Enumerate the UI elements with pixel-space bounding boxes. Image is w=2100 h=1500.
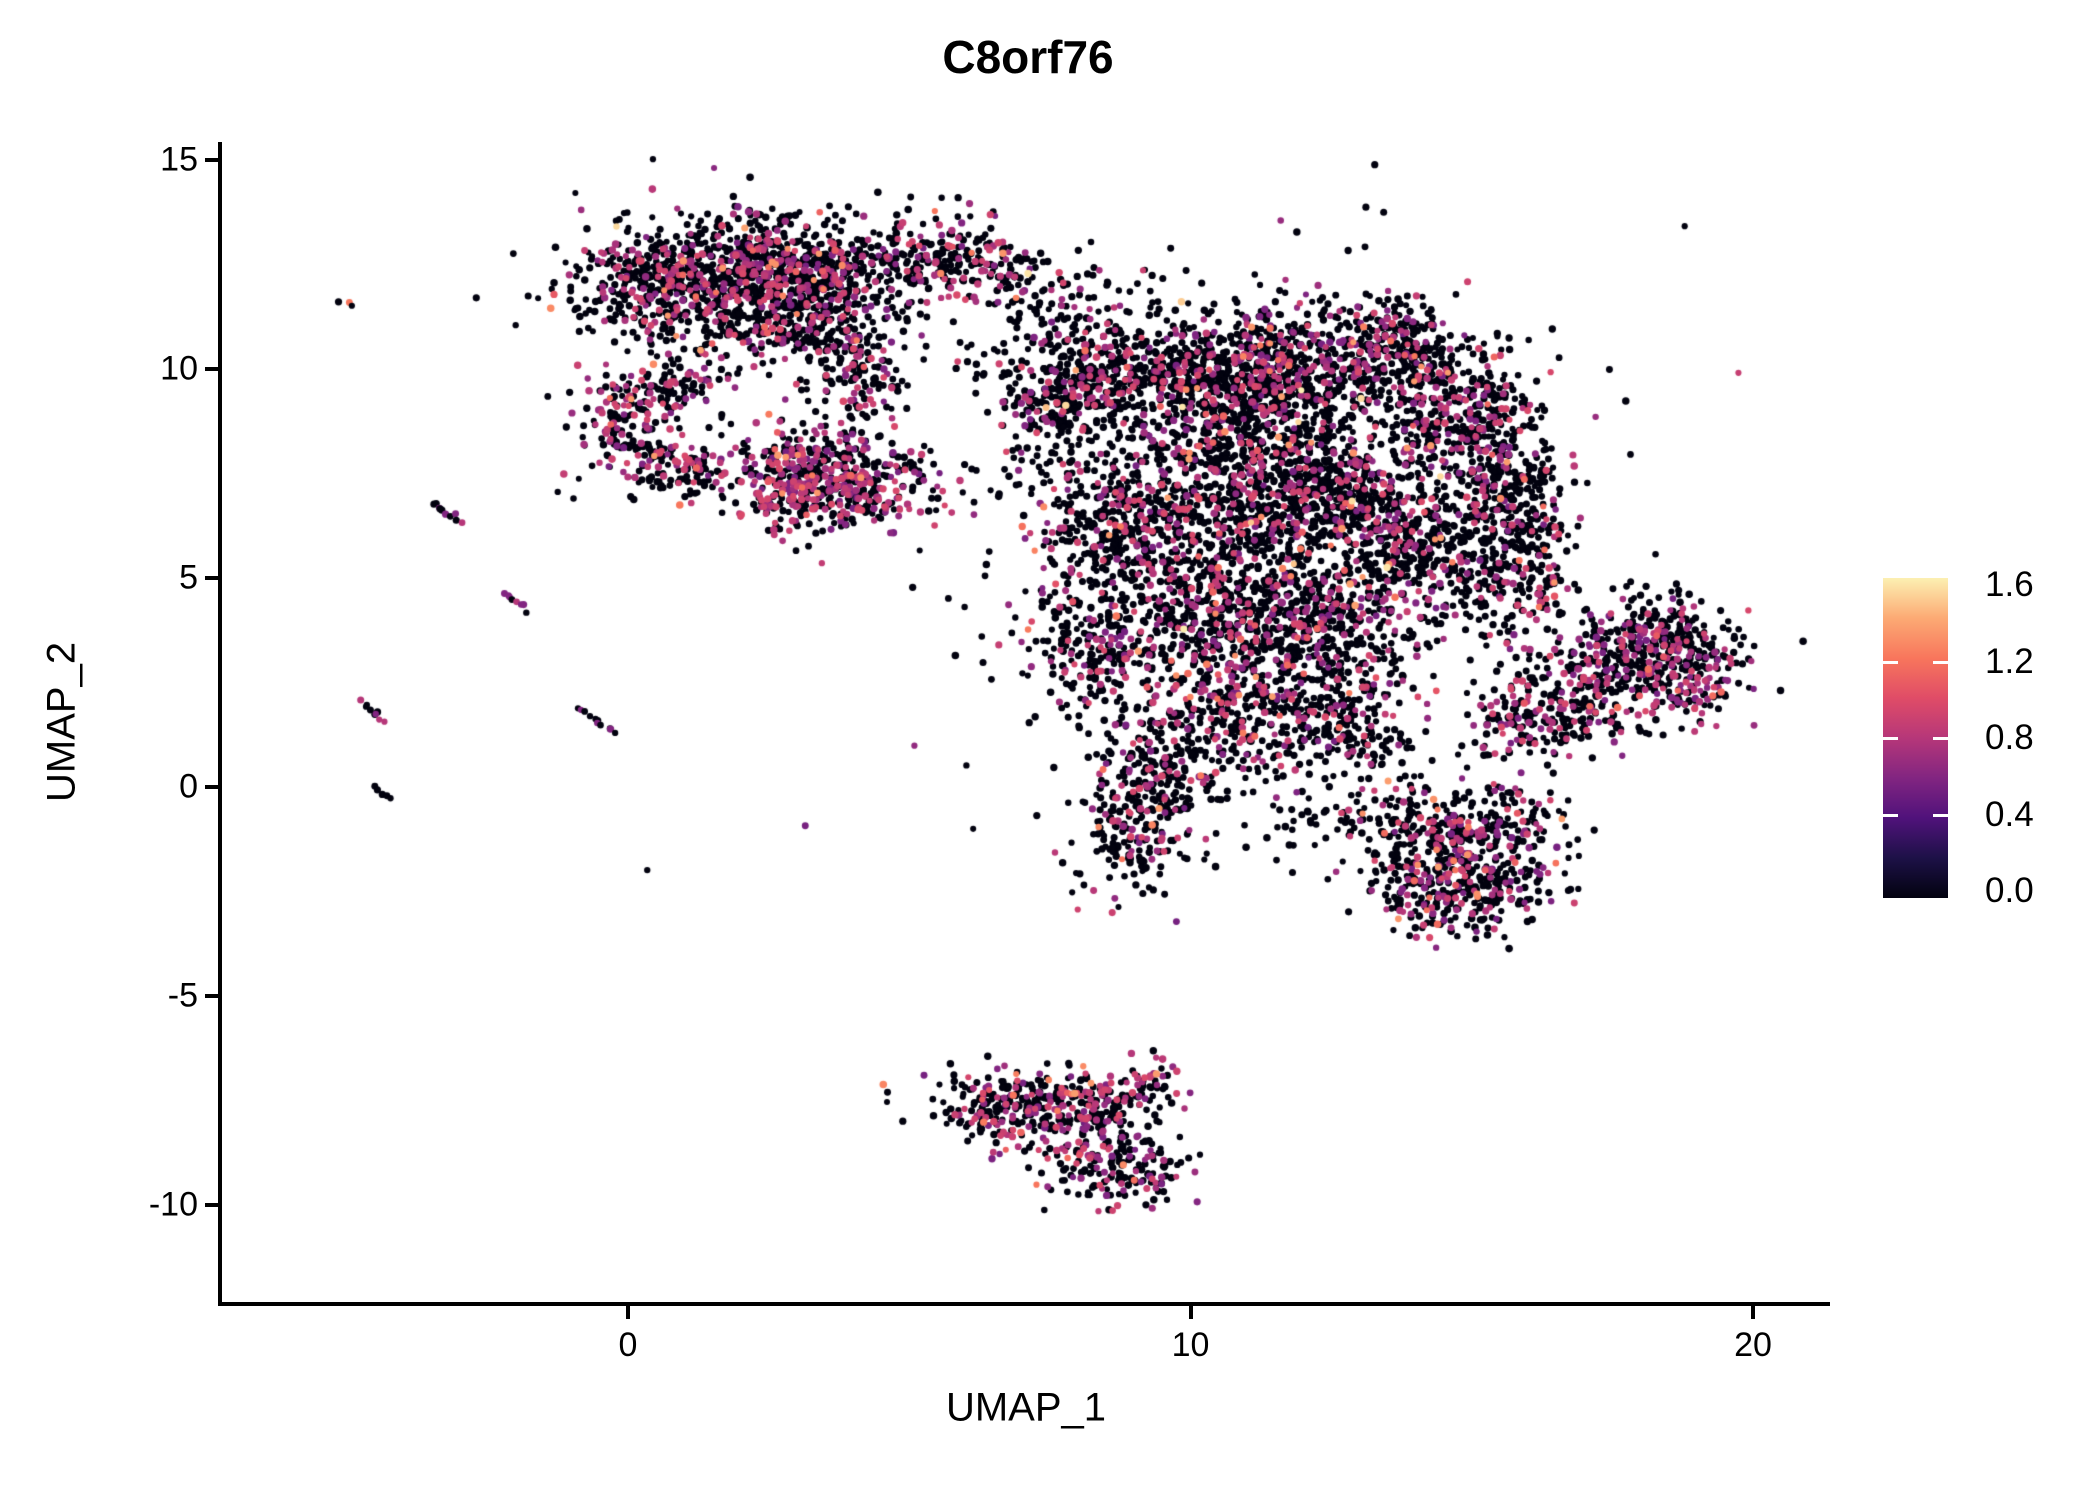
y-tick-label: 5 (179, 558, 198, 597)
y-tick-label: 15 (160, 140, 198, 179)
y-axis-line (218, 142, 222, 1306)
colorbar-tick-notch (1883, 660, 1898, 664)
y-axis-title: UMAP_2 (39, 641, 84, 803)
colorbar-tick-label: 0.0 (1985, 871, 2034, 910)
y-tick-label: 10 (160, 349, 198, 388)
y-tick-mark (205, 576, 218, 580)
x-tick-mark (1751, 1306, 1755, 1319)
x-tick-label: 10 (1171, 1326, 1210, 1364)
colorbar-tick-notch (1933, 813, 1948, 817)
x-axis-line (218, 1302, 1830, 1306)
y-tick-label: -5 (167, 976, 198, 1015)
colorbar-tick-label: 0.8 (1985, 718, 2034, 757)
colorbar-tick-notch (1883, 813, 1898, 817)
colorbar-tick-notch (1933, 737, 1948, 740)
colorbar-tick-label: 1.2 (1985, 641, 2034, 681)
colorbar-tick-label: 1.6 (1985, 565, 2034, 604)
y-tick-label: 0 (179, 767, 198, 806)
colorbar-tick-notch (1933, 660, 1948, 664)
colorbar-tick-notch (1883, 737, 1898, 740)
x-tick-mark (1188, 1306, 1193, 1319)
y-tick-mark (205, 367, 218, 371)
x-tick-mark (626, 1306, 630, 1319)
y-tick-mark (205, 1203, 218, 1207)
x-tick-label: 0 (618, 1326, 638, 1364)
y-tick-label: -10 (148, 1185, 198, 1224)
colorbar-tick-label: 0.4 (1985, 794, 2034, 834)
y-tick-mark (205, 158, 218, 162)
y-tick-mark (205, 785, 218, 789)
y-tick-mark (205, 994, 218, 998)
plot-title: C8orf76 (942, 31, 1114, 83)
x-axis-title: UMAP_1 (945, 1385, 1107, 1430)
x-tick-label: 20 (1734, 1326, 1772, 1364)
